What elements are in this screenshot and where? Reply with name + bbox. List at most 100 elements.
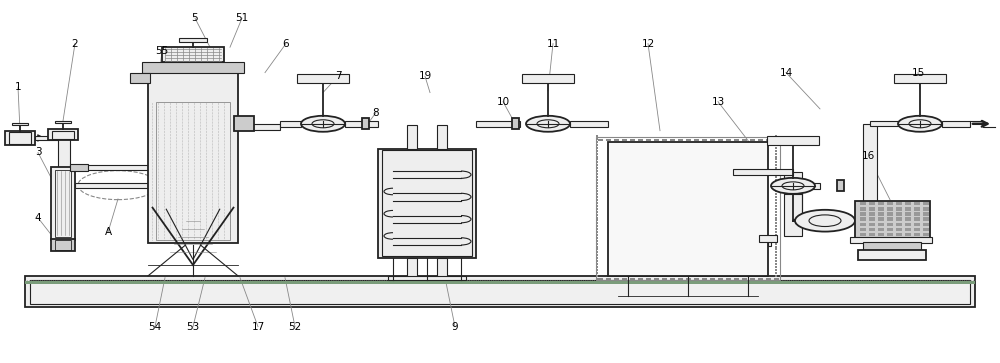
Bar xyxy=(570,121,608,127)
Bar xyxy=(596,193,598,195)
Bar xyxy=(596,176,598,178)
Bar xyxy=(630,139,635,141)
Bar xyxy=(942,121,970,127)
Bar xyxy=(622,278,627,280)
Bar xyxy=(742,278,747,280)
Text: A: A xyxy=(104,227,112,237)
Bar xyxy=(775,153,777,155)
Bar xyxy=(775,257,777,259)
Bar xyxy=(345,121,378,127)
Bar xyxy=(596,228,598,230)
Bar xyxy=(614,278,619,280)
Bar xyxy=(598,139,603,141)
Text: 3: 3 xyxy=(35,147,41,158)
Bar xyxy=(905,233,911,236)
Bar xyxy=(775,138,777,140)
Bar xyxy=(775,208,777,210)
Bar xyxy=(686,139,691,141)
Bar xyxy=(775,243,777,245)
Bar xyxy=(606,278,611,280)
Bar xyxy=(887,233,893,236)
Bar xyxy=(596,254,598,256)
Bar xyxy=(162,47,224,62)
Bar xyxy=(702,278,707,280)
Bar xyxy=(775,211,777,213)
Bar xyxy=(869,233,875,236)
Bar xyxy=(768,239,771,245)
Bar xyxy=(775,193,777,195)
Bar xyxy=(51,167,75,240)
Bar xyxy=(148,69,238,243)
Bar xyxy=(596,205,598,207)
Bar xyxy=(596,269,598,271)
Bar xyxy=(58,138,70,167)
Bar xyxy=(896,212,902,216)
Bar xyxy=(869,202,875,205)
Bar xyxy=(860,233,866,236)
Bar xyxy=(775,223,777,224)
Bar xyxy=(905,217,911,221)
Bar xyxy=(774,139,779,141)
Bar xyxy=(923,202,929,205)
Bar xyxy=(596,225,598,227)
Bar xyxy=(734,278,739,280)
Bar xyxy=(596,199,598,201)
Bar xyxy=(860,228,866,231)
Circle shape xyxy=(526,116,570,132)
Bar xyxy=(596,231,598,233)
Bar xyxy=(476,121,520,127)
Text: 1: 1 xyxy=(15,82,21,92)
Bar xyxy=(905,212,911,216)
Bar xyxy=(878,228,884,231)
Bar xyxy=(686,278,691,280)
Bar xyxy=(654,278,659,280)
Bar xyxy=(775,263,777,265)
Bar xyxy=(860,207,866,211)
Text: 6: 6 xyxy=(283,38,289,49)
Bar xyxy=(775,150,777,152)
Bar xyxy=(718,278,723,280)
Bar xyxy=(55,121,71,123)
Bar xyxy=(596,263,598,265)
Bar xyxy=(596,246,598,248)
Bar xyxy=(850,237,932,243)
Bar xyxy=(923,217,929,221)
Bar xyxy=(646,139,651,141)
Bar xyxy=(596,147,598,149)
Bar xyxy=(596,185,598,187)
Bar xyxy=(759,235,777,242)
Bar xyxy=(596,153,598,155)
Bar xyxy=(896,207,902,211)
Bar xyxy=(860,223,866,226)
Bar xyxy=(855,201,930,238)
Bar xyxy=(775,237,777,239)
Bar xyxy=(758,139,763,141)
Bar xyxy=(775,266,777,268)
Bar xyxy=(887,202,893,205)
Bar xyxy=(766,139,771,141)
Bar xyxy=(869,223,875,226)
Bar xyxy=(914,228,920,231)
Bar xyxy=(596,179,598,181)
Text: 51: 51 xyxy=(235,13,249,23)
Bar xyxy=(870,121,898,126)
Bar xyxy=(775,196,777,198)
Bar xyxy=(858,250,926,260)
Bar xyxy=(775,278,777,280)
Text: 12: 12 xyxy=(641,38,655,49)
Bar xyxy=(775,147,777,149)
Bar xyxy=(596,164,598,166)
Bar xyxy=(55,170,71,237)
Bar xyxy=(596,191,598,192)
Bar xyxy=(407,258,417,278)
Bar xyxy=(234,116,254,131)
Bar xyxy=(775,188,777,189)
Bar xyxy=(775,275,777,277)
Bar xyxy=(905,202,911,205)
Bar xyxy=(596,220,598,221)
Text: 54: 54 xyxy=(148,322,162,332)
Bar xyxy=(75,165,148,170)
Bar xyxy=(596,170,598,172)
Bar xyxy=(775,144,777,146)
Bar xyxy=(878,223,884,226)
